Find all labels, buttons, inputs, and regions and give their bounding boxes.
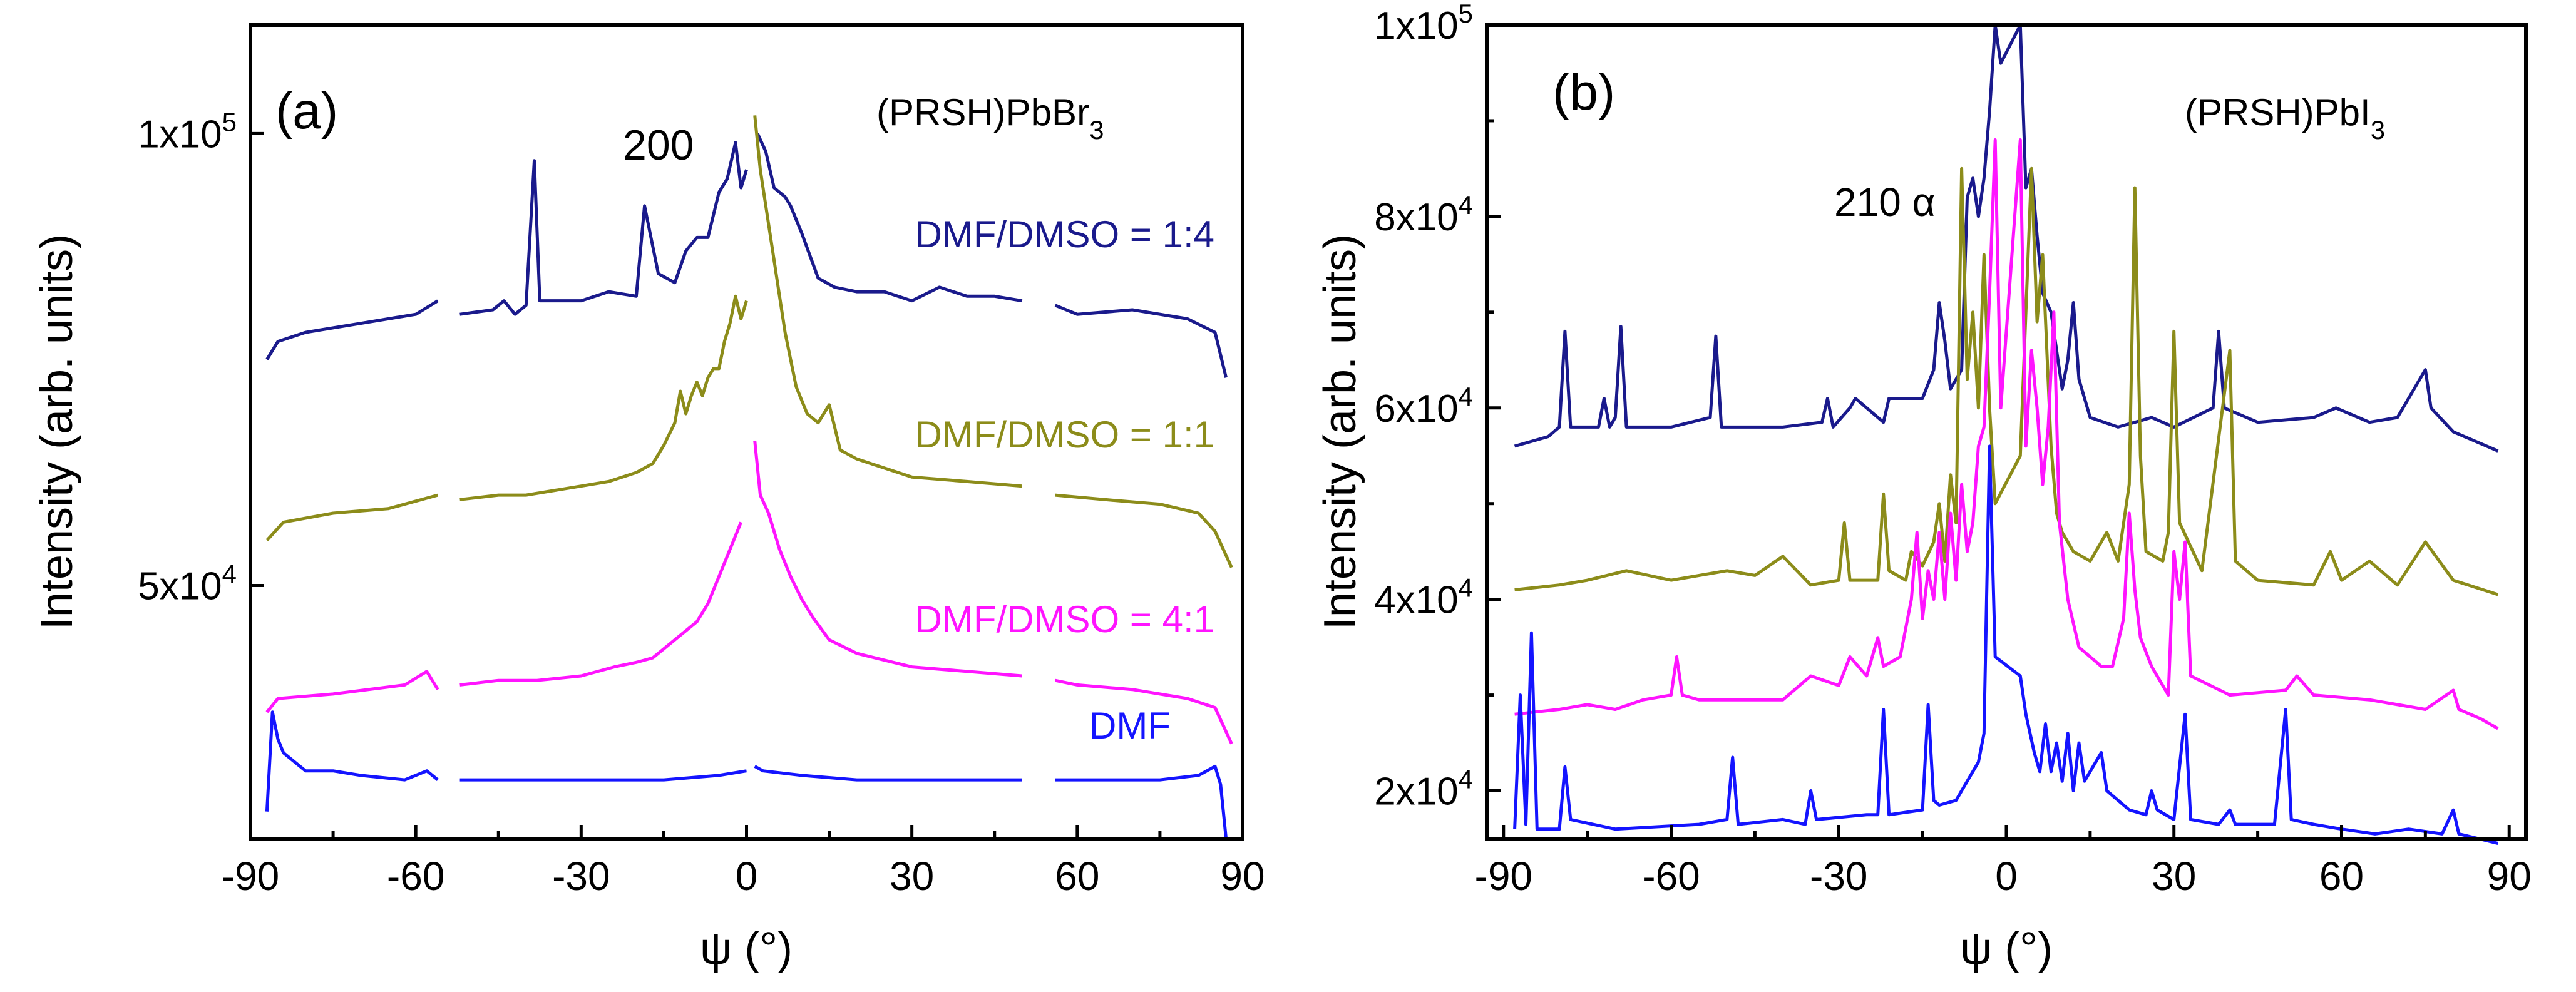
panel-b-x-tick-label-5: 60: [2319, 854, 2364, 899]
panel-b-x-tick-label-2: -30: [1810, 854, 1868, 899]
panel-a-series-line-1: [265, 115, 1233, 568]
panel-b-ticks: -90 -60 -30 0 30 60 902x1044x1046x1048x1041x10…: [1374, 0, 2532, 899]
panel-b-y-tick-exponent-2: 4: [1459, 382, 1473, 411]
panel-a-series-line-3: [265, 710, 1228, 839]
panel-a-x-tick-label-1: -60: [387, 854, 445, 899]
panel-a-series-line-2: [265, 441, 1233, 745]
panel-a-x-axis-label: ψ (°): [700, 924, 793, 974]
panel-b-series-group: [1513, 23, 2499, 846]
panel-a-x-tick-label-2: -30: [552, 854, 610, 899]
panel-a-y-tick-label-1: 1x105: [138, 107, 237, 156]
panel-b-compound-text: (PRSH)PbI: [2185, 91, 2371, 133]
panel-b-series-line-3: [1513, 444, 2498, 846]
panel-a-y-tick-exponent-0: 4: [222, 560, 237, 589]
panel-b-y-tick-exponent-4: 5: [1459, 0, 1473, 28]
panel-b-compound-label: (PRSH)PbI3: [2185, 91, 2385, 145]
panel-b-compound-subscript: 3: [2371, 115, 2385, 145]
panel-b-y-tick-mantissa-1: 4x10: [1374, 579, 1458, 622]
panel-a-legend-dmf-dmso-1-1: DMF/DMSO = 1:1: [915, 414, 1214, 456]
panel-b-y-tick-exponent-1: 4: [1459, 573, 1473, 603]
panel-a-compound-label: (PRSH)PbBr3: [876, 91, 1104, 145]
panel-b-y-tick-label-1: 4x104: [1374, 573, 1473, 622]
panel-b-label: (b): [1552, 64, 1615, 121]
panel-b-y-axis-label: Intensity (arb. units): [1315, 234, 1365, 630]
panel-a-legend-dmf: DMF: [1089, 705, 1171, 747]
panel-a-x-tick-label-6: 90: [1220, 854, 1265, 899]
panel-b-plot-frame: [1485, 23, 2528, 841]
panel-a-series-group: [265, 115, 1233, 839]
panel-a-series-line-0: [265, 133, 1228, 378]
panel-b-x-tick-label-0: -90: [1475, 854, 1533, 899]
panel-b-x-tick-label-3: 0: [1995, 854, 2018, 899]
panel-b-series-line-0: [1514, 23, 2499, 453]
panel-a-y-tick-mantissa-1: 1x10: [138, 113, 222, 156]
panel-a-y-tick-mantissa-0: 5x10: [138, 565, 222, 608]
panel-b-x-tick-label-6: 90: [2487, 854, 2532, 899]
panel-b-x-tick-label-1: -60: [1642, 854, 1700, 899]
panel-b-y-tick-exponent-3: 4: [1459, 190, 1473, 220]
panel-b-series-line-1: [1514, 166, 2499, 596]
panel-a-x-tick-label-5: 60: [1055, 854, 1099, 899]
panel-b-y-tick-exponent-0: 4: [1459, 765, 1473, 794]
panel-a-legend-dmf-dmso-1-4: DMF/DMSO = 1:4: [915, 213, 1214, 255]
chart-panel-a: -90 -60 -30 0 30 60 90 5x104 1x105 (a) (PRSH)PbB…: [32, 23, 1265, 974]
chart-panel-b: -90 -60 -30 0 30 60 902x1044x1046x1048x1041x10…: [1315, 0, 2532, 974]
panel-b-y-tick-label-3: 8x104: [1374, 190, 1473, 239]
panel-a-y-tick-label-0: 5x104: [138, 560, 237, 608]
panel-b-y-tick-label-4: 1x105: [1374, 0, 1473, 48]
panel-b-y-tick-mantissa-2: 6x10: [1374, 387, 1458, 431]
panel-a-label: (a): [275, 83, 338, 140]
panel-a-compound-subscript: 3: [1089, 115, 1104, 145]
panel-a-y-tick-exponent-1: 5: [222, 107, 237, 136]
panel-b-x-tick-label-4: 30: [2152, 854, 2196, 899]
panel-a-peak-label: 200: [623, 121, 694, 169]
panel-a-compound-text: (PRSH)PbBr: [876, 91, 1089, 133]
panel-b-series-line-2: [1514, 138, 2499, 730]
panel-a-ticks: -90 -60 -30 0 30 60 90 5x104 1x105: [138, 107, 1265, 899]
panel-b-peak-label: 210 α: [1834, 180, 1936, 225]
panel-b-x-axis-label: ψ (°): [1960, 924, 2053, 974]
panel-b-y-tick-label-0: 2x104: [1374, 765, 1473, 814]
panel-b-y-tick-label-2: 6x104: [1374, 382, 1473, 431]
panel-a-legend-dmf-dmso-4-1: DMF/DMSO = 4:1: [915, 598, 1214, 640]
panel-a-x-tick-label-0: -90: [222, 854, 280, 899]
panel-a-x-tick-label-4: 30: [890, 854, 934, 899]
panel-b-y-tick-mantissa-0: 2x10: [1374, 770, 1458, 814]
panel-b-y-tick-mantissa-4: 1x10: [1374, 4, 1458, 48]
panel-a-x-tick-label-3: 0: [736, 854, 758, 899]
panel-a-y-axis-label: Intensity (arb. units): [32, 234, 82, 630]
panel-b-y-tick-mantissa-3: 8x10: [1374, 196, 1458, 239]
